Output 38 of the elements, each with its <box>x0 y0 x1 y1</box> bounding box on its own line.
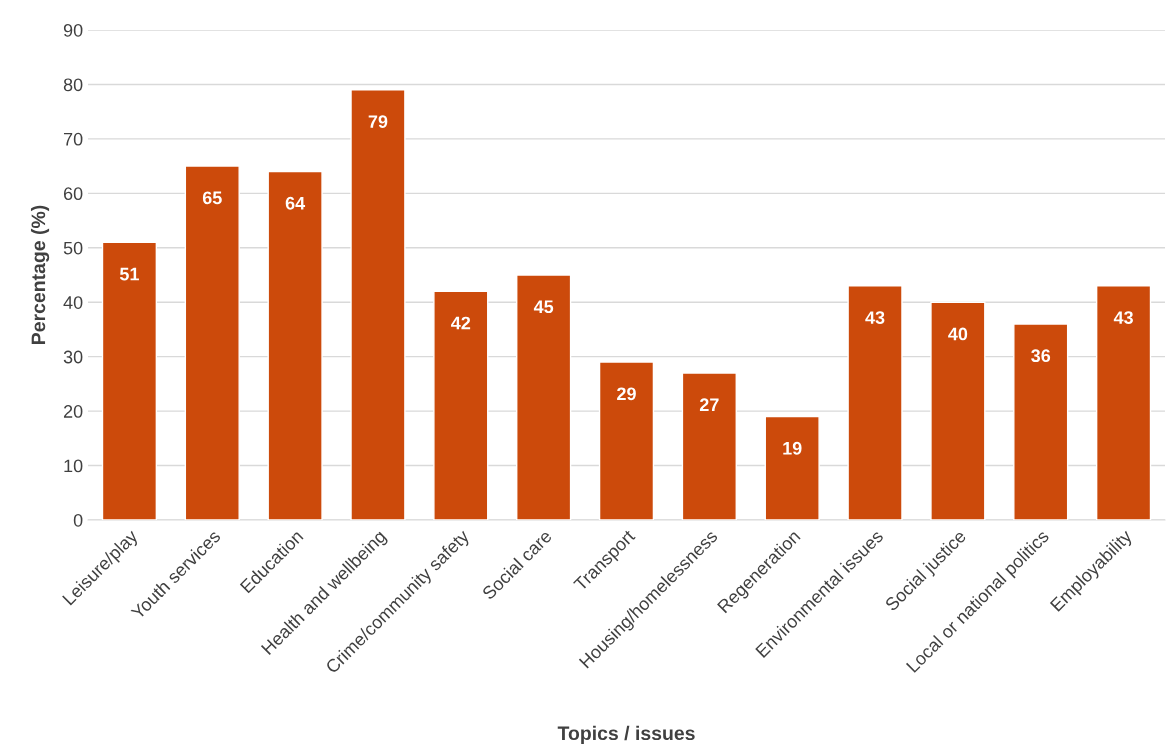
data-label: 27 <box>699 398 719 411</box>
x-axis-title: Topics / issues <box>557 725 695 744</box>
bar <box>433 290 489 520</box>
data-label: 36 <box>1031 349 1051 363</box>
y-tick-label: 10 <box>64 459 83 473</box>
y-tick-label: 20 <box>63 405 83 418</box>
y-tick-label: 40 <box>63 296 83 309</box>
data-label: 43 <box>1113 311 1133 325</box>
bar <box>184 165 240 520</box>
bar <box>764 415 820 520</box>
y-tick-label: 70 <box>63 132 83 146</box>
data-label: 43 <box>865 311 885 325</box>
bar <box>847 285 903 520</box>
bar <box>516 274 572 520</box>
bar <box>1095 285 1152 520</box>
data-label: 79 <box>368 115 388 128</box>
bar <box>598 361 655 520</box>
data-label: 64 <box>285 196 306 210</box>
y-tick-label: 80 <box>63 78 83 92</box>
bar <box>267 170 323 520</box>
data-label: 19 <box>783 441 802 455</box>
y-tick-label: 50 <box>63 241 83 255</box>
data-label: 65 <box>202 191 222 205</box>
y-axis-title: Percentage (%) <box>30 205 50 344</box>
y-tick-label: 0 <box>73 513 83 527</box>
bar <box>681 372 737 520</box>
data-label: 29 <box>617 387 636 401</box>
bar <box>1013 323 1069 520</box>
bar <box>930 301 986 520</box>
y-tick-label: 90 <box>63 23 83 37</box>
data-label: 45 <box>533 300 554 314</box>
data-label: 42 <box>451 316 471 330</box>
data-label: 40 <box>948 327 968 341</box>
y-tick-label: 60 <box>63 187 83 201</box>
bar <box>350 89 406 520</box>
data-label: 51 <box>119 267 139 281</box>
bar <box>101 241 158 520</box>
y-tick-label: 30 <box>63 350 83 364</box>
